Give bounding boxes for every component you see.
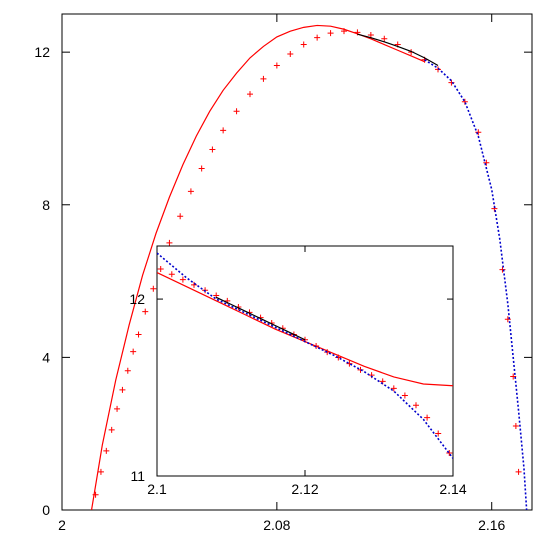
main-data-point: [367, 31, 374, 38]
inset-data-point: [424, 414, 431, 421]
inset-data-point: [168, 271, 175, 278]
main-data-point: [108, 426, 115, 433]
inset-x-tick-label: 2.14: [439, 481, 466, 497]
main-data-point: [300, 41, 307, 48]
main-data-point: [475, 129, 482, 136]
main-data-point: [209, 146, 216, 153]
main-x-tick-label: 2.16: [478, 517, 505, 533]
main-data-point: [260, 75, 267, 82]
inset-data-point: [446, 450, 453, 456]
inset-plot-frame: [156, 245, 454, 477]
main-data-point: [177, 213, 184, 220]
main-data-point: [198, 165, 205, 172]
main-y-tick-label: 8: [42, 197, 50, 213]
main-data-point: [187, 188, 194, 195]
inset-panel: 2.1 2.12 2.14 11 12: [129, 245, 467, 497]
inset-y-tick-label: 11: [130, 468, 145, 484]
main-data-point: [515, 468, 522, 475]
inset-data-point: [191, 281, 197, 288]
main-data-point: [327, 30, 334, 37]
inset-data-point: [179, 276, 186, 283]
inset-y-tick-label: 12: [129, 291, 145, 307]
inset-series-dotted-3: [157, 252, 453, 459]
main-data-point: [273, 62, 280, 69]
inset-data-point: [346, 360, 353, 367]
main-data-point: [130, 348, 137, 355]
main-data-point: [220, 127, 227, 134]
main-data-point: [483, 159, 490, 166]
main-data-point: [166, 239, 173, 246]
main-y-tick-label: 4: [42, 349, 50, 365]
main-y-tick-label: 0: [42, 502, 50, 518]
inset-data-point: [401, 392, 408, 399]
main-data-point: [97, 468, 104, 475]
inset-x-tick-label: 2.12: [291, 481, 318, 497]
main-data-point: [135, 331, 142, 338]
main-series-dotted-3: [424, 59, 528, 510]
inset-series-solid-2: [215, 296, 306, 341]
main-data-point: [381, 35, 388, 42]
main-data-point: [119, 386, 126, 393]
main-data-point: [150, 285, 157, 292]
inset-data-point: [413, 402, 419, 409]
main-data-point: [247, 91, 253, 98]
main-data-point: [504, 316, 511, 323]
inset-data-point: [157, 266, 164, 272]
main-series-solid-2: [357, 33, 439, 67]
main-data-point: [510, 373, 517, 380]
main-data-point: [512, 423, 519, 430]
inset-data-point: [435, 430, 442, 437]
main-data-point: [314, 34, 321, 41]
main-x-tick-label: 2: [58, 517, 66, 533]
main-y-tick-label: 12: [34, 44, 50, 60]
main-series-solid-1: [90, 24, 425, 510]
main-data-point: [435, 66, 441, 73]
main-data-point: [114, 405, 121, 412]
main-x-tick-label: 2.08: [263, 517, 290, 533]
main-data-point: [124, 367, 131, 374]
main-data-point: [233, 108, 240, 115]
inset-data-point: [390, 385, 397, 392]
main-data-point: [499, 266, 506, 273]
main-data-point: [287, 51, 294, 58]
inset-x-tick-label: 2.1: [147, 481, 167, 497]
main-data-point: [142, 308, 149, 315]
main-data-point: [103, 447, 110, 454]
